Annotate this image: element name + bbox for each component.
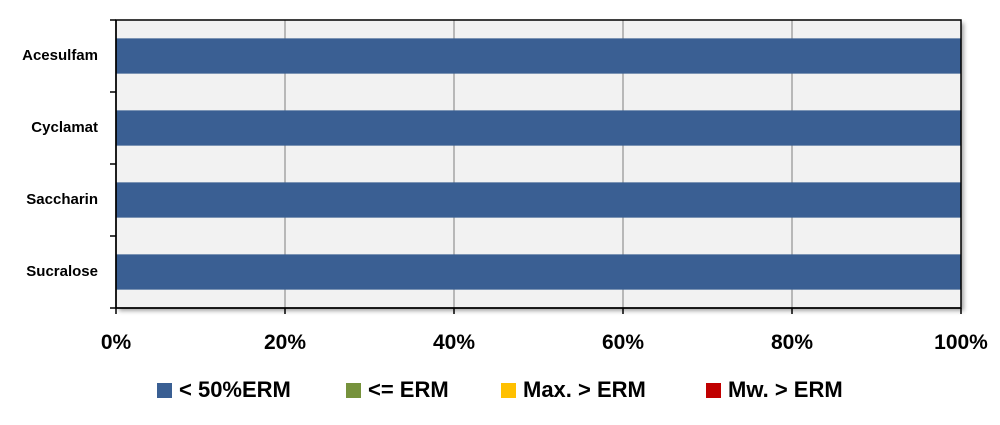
category-label-saccharin: Saccharin [26,191,98,208]
legend-label-3: Mw. > ERM [728,377,843,402]
legend-swatch-1 [346,383,361,398]
axes: Acesulfam Cyclamat Saccharin Sucralose 0% 20%… [22,19,988,354]
category-label-acesulfam: Acesulfam [22,47,98,64]
bar-sucralose-series-0 [116,254,961,290]
legend-swatch-2 [501,383,516,398]
legend-swatch-3 [706,383,721,398]
legend-label-0: < 50%ERM [179,377,291,402]
x-tick-label-4: 80% [771,331,813,354]
legend-swatch-0 [157,383,172,398]
category-label-cyclamat: Cyclamat [31,119,98,136]
bar-acesulfam-series-0 [116,38,961,74]
x-tick-label-5: 100% [934,331,988,354]
plot-area [116,20,962,308]
x-tick-label-3: 60% [602,331,644,354]
x-tick-label-0: 0% [101,331,132,354]
bar-saccharin-series-0 [116,182,961,218]
category-label-sucralose: Sucralose [26,263,98,280]
x-tick-label-1: 20% [264,331,306,354]
bar-cyclamat-series-0 [116,110,961,146]
x-tick-label-2: 40% [433,331,475,354]
legend-label-2: Max. > ERM [523,377,646,402]
legend-label-1: <= ERM [368,377,449,402]
legend: < 50%ERM <= ERM Max. > ERM Mw. > ERM [157,377,843,402]
